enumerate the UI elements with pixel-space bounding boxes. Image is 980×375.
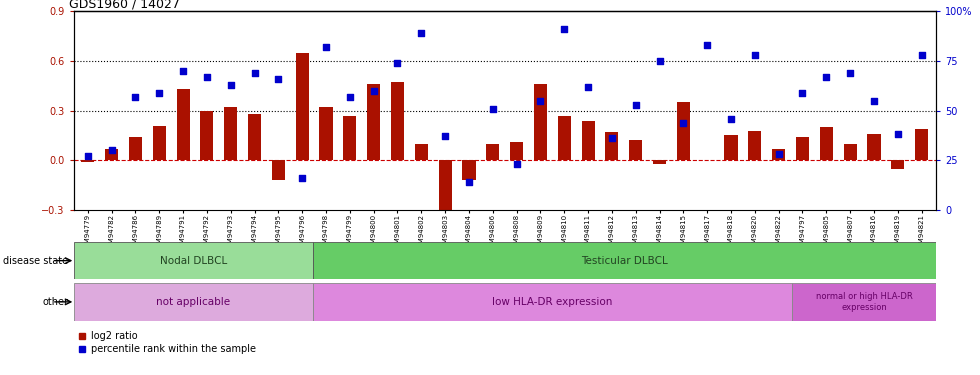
Text: not applicable: not applicable xyxy=(156,297,230,307)
Point xyxy=(247,70,263,76)
Point xyxy=(509,161,524,167)
Bar xyxy=(74,242,313,279)
Bar xyxy=(581,121,595,160)
Point xyxy=(771,152,787,157)
Point xyxy=(222,82,238,88)
Text: Testicular DLBCL: Testicular DLBCL xyxy=(581,256,667,266)
Bar xyxy=(844,144,857,160)
Bar xyxy=(819,127,833,160)
Bar xyxy=(81,160,94,162)
Text: normal or high HLA-DR
expression: normal or high HLA-DR expression xyxy=(815,292,912,312)
Point xyxy=(890,132,906,138)
Bar xyxy=(724,135,738,160)
Bar xyxy=(606,132,618,160)
Bar xyxy=(343,116,357,160)
Bar xyxy=(792,283,936,321)
Bar xyxy=(313,283,792,321)
Bar xyxy=(248,114,261,160)
Bar xyxy=(439,160,452,220)
Bar xyxy=(463,160,475,180)
Bar xyxy=(653,160,666,164)
Bar xyxy=(224,107,237,160)
Bar xyxy=(105,149,119,160)
Bar xyxy=(749,130,761,160)
Bar xyxy=(415,144,428,160)
Point xyxy=(723,116,739,122)
Bar xyxy=(74,283,313,321)
Point xyxy=(80,153,96,159)
Point xyxy=(294,175,310,181)
Bar xyxy=(176,89,190,160)
Bar xyxy=(677,102,690,160)
Point xyxy=(604,135,619,141)
Point xyxy=(366,88,381,94)
Point xyxy=(818,74,834,80)
Point xyxy=(127,94,143,100)
Bar xyxy=(200,111,214,160)
Bar xyxy=(772,149,785,160)
Point xyxy=(342,94,358,100)
Point xyxy=(414,30,429,36)
Point xyxy=(104,147,120,153)
Bar xyxy=(296,53,309,160)
Bar xyxy=(153,126,166,160)
Point xyxy=(866,98,882,104)
Bar xyxy=(891,160,905,169)
Text: Nodal DLBCL: Nodal DLBCL xyxy=(160,256,227,266)
Point xyxy=(152,90,168,96)
Bar xyxy=(510,142,523,160)
Point xyxy=(318,44,334,50)
Point xyxy=(675,120,691,126)
Point xyxy=(532,98,548,104)
Point xyxy=(700,42,715,48)
Point xyxy=(842,70,858,76)
Point xyxy=(795,90,810,96)
Point xyxy=(747,52,762,58)
Bar xyxy=(271,160,285,180)
Bar xyxy=(391,82,404,160)
Legend: log2 ratio, percentile rank within the sample: log2 ratio, percentile rank within the s… xyxy=(78,331,256,354)
Bar xyxy=(867,134,880,160)
Point xyxy=(199,74,215,80)
Point xyxy=(580,84,596,90)
Bar xyxy=(534,84,547,160)
Bar xyxy=(629,141,642,160)
Point xyxy=(437,134,453,140)
Point xyxy=(652,58,667,64)
Text: disease state: disease state xyxy=(4,256,69,266)
Point xyxy=(628,102,644,108)
Point xyxy=(485,106,501,112)
Bar xyxy=(915,129,928,160)
Bar xyxy=(129,137,142,160)
Bar xyxy=(313,242,936,279)
Bar xyxy=(368,84,380,160)
Point xyxy=(557,26,572,32)
Bar xyxy=(558,116,570,160)
Text: low HLA-DR expression: low HLA-DR expression xyxy=(492,297,612,307)
Bar xyxy=(796,137,809,160)
Text: other: other xyxy=(42,297,69,307)
Point xyxy=(270,76,286,82)
Bar xyxy=(319,107,332,160)
Text: GDS1960 / 14027: GDS1960 / 14027 xyxy=(70,0,180,10)
Point xyxy=(462,179,477,185)
Bar xyxy=(486,144,500,160)
Point xyxy=(913,52,929,58)
Point xyxy=(175,68,191,74)
Point xyxy=(390,60,406,66)
